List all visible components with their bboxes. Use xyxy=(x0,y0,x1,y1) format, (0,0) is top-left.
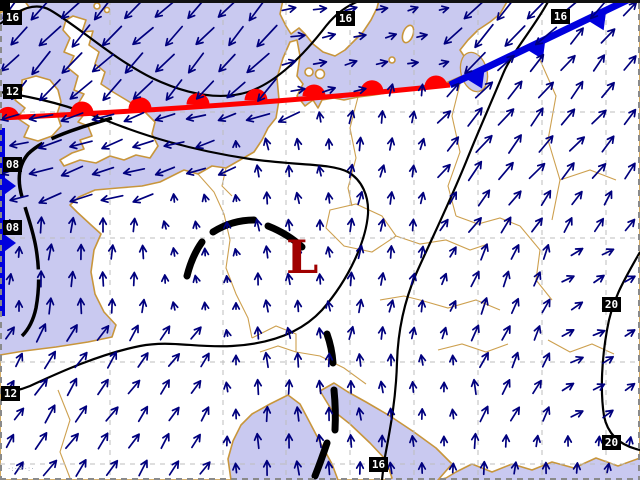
isoline-label: 16 xyxy=(369,457,388,472)
cold-front xyxy=(448,0,636,89)
isoline-label: 08 xyxy=(3,157,22,172)
low-pressure-symbol: L xyxy=(286,230,319,284)
isoline-label: 12 xyxy=(1,386,20,401)
isoline-label: 12 xyxy=(3,84,22,99)
fine-print: ·:·=·:· xyxy=(8,465,35,473)
isoline-label: 20 xyxy=(602,297,621,312)
warm-front xyxy=(0,75,451,121)
trough-line xyxy=(183,216,339,480)
isoline-label: 16 xyxy=(3,10,22,25)
isoline-label: 08 xyxy=(3,220,22,235)
isoline-label: 20 xyxy=(602,435,621,450)
isoline-label: 16 xyxy=(551,9,570,24)
isoline-label: 16 xyxy=(336,11,355,26)
